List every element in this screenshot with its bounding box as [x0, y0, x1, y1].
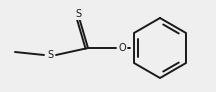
- Text: S: S: [75, 9, 81, 19]
- Text: S: S: [47, 50, 53, 60]
- Text: O: O: [118, 43, 126, 53]
